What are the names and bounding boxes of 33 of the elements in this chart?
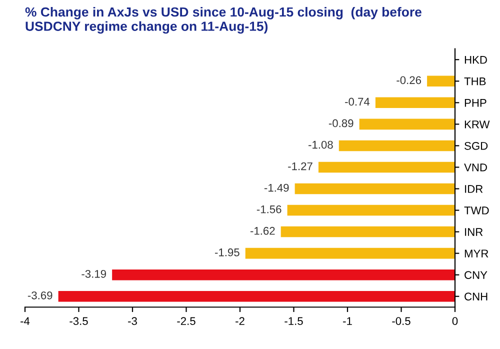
data-label: -1.95 (214, 248, 240, 256)
y-tick-label: KRW (464, 120, 490, 128)
y-tick-label: CNH (464, 292, 488, 300)
y-tick-label: THB (464, 78, 486, 86)
y-tick-label: TWD (464, 206, 489, 214)
data-label: -1.27 (288, 162, 312, 170)
x-tick-label: -2 (236, 317, 244, 325)
y-tick-label: CNY (464, 271, 488, 279)
y-tick-label: MYR (464, 250, 488, 258)
y-tick-label: IDR (465, 185, 483, 193)
x-tick-label: -3 (128, 317, 137, 326)
x-tick-label: -2.5 (177, 317, 196, 326)
data-label: -0.89 (328, 119, 354, 128)
chart-title: % Change in AxJs vs USD since 10-Aug-15 closing (day before USDCNY regime change on 11-Aug-15) (25, 6, 422, 34)
y-tick-label: INR (465, 228, 483, 236)
y-tick-label: HKD (464, 56, 487, 64)
x-tick-label: -1.5 (284, 317, 303, 326)
data-label: -1.56 (256, 205, 282, 214)
x-tick-label: -3.5 (70, 317, 88, 326)
data-label: -3.69 (28, 291, 52, 300)
data-label: -1.62 (250, 226, 275, 235)
data-label: -1.49 (264, 184, 289, 192)
data-label: -0.26 (396, 76, 422, 84)
y-tick-label: SGD (464, 142, 488, 150)
data-label: -0.74 (345, 98, 370, 106)
x-tick-label: 0 (452, 317, 458, 326)
y-tick-label: PHP (464, 99, 486, 107)
data-label: -1.08 (308, 140, 333, 149)
data-label: -3.19 (82, 270, 106, 278)
x-tick-label: -1 (343, 317, 352, 325)
x-tick-label: -4 (20, 317, 30, 325)
x-tick-label: -0.5 (392, 317, 410, 326)
y-tick-label: VND (464, 164, 487, 172)
